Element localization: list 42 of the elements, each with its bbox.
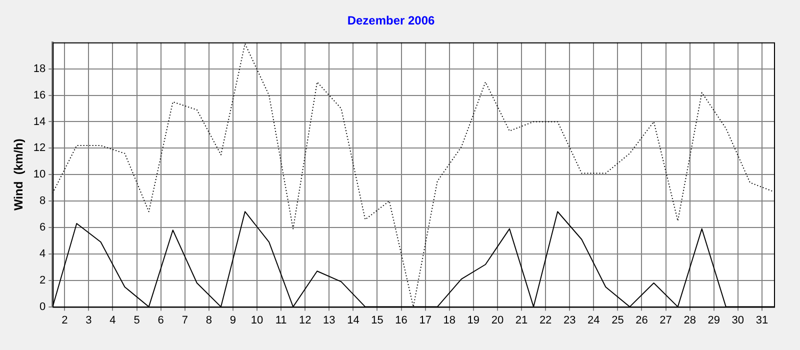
x-tick-label: 17 bbox=[419, 314, 432, 326]
x-tick-label: 27 bbox=[660, 314, 672, 326]
x-tick-label: 28 bbox=[684, 314, 696, 326]
x-tick-label: 26 bbox=[636, 314, 648, 326]
x-tick-label: 25 bbox=[612, 314, 624, 326]
y-tick-label: 14 bbox=[33, 116, 46, 128]
chart-title: Dezember 2006 bbox=[347, 14, 436, 28]
x-tick-label: 16 bbox=[395, 314, 408, 326]
x-tick-label: 3 bbox=[86, 314, 92, 326]
y-tick-label: 0 bbox=[40, 300, 46, 313]
x-tick-label: 4 bbox=[110, 314, 116, 326]
y-tick-label: 6 bbox=[40, 222, 46, 234]
x-tick-label: 22 bbox=[539, 314, 552, 326]
x-tick-label: 19 bbox=[467, 314, 480, 326]
y-tick-label: 10 bbox=[33, 168, 46, 181]
x-tick-label: 7 bbox=[182, 314, 188, 326]
y-tick-label: 8 bbox=[40, 195, 46, 208]
x-tick-label: 2 bbox=[62, 314, 68, 326]
x-tick-label: 10 bbox=[250, 314, 264, 326]
x-tick-label: 24 bbox=[588, 314, 600, 326]
x-tick-label: 11 bbox=[275, 314, 287, 326]
x-tick-label: 8 bbox=[206, 314, 212, 326]
x-tick-label: 31 bbox=[756, 314, 768, 326]
x-tick-label: 12 bbox=[298, 314, 312, 326]
x-tick-label: 14 bbox=[347, 314, 360, 326]
x-tick-label: 6 bbox=[158, 314, 164, 326]
x-tick-label: 5 bbox=[134, 314, 140, 326]
x-tick-label: 18 bbox=[443, 314, 456, 326]
x-tick-label: 13 bbox=[323, 314, 336, 326]
x-tick-label: 15 bbox=[371, 314, 384, 326]
x-tick-label: 20 bbox=[491, 314, 504, 326]
y-tick-label: 18 bbox=[33, 62, 46, 75]
y-tick-label: 12 bbox=[33, 142, 46, 154]
x-tick-label: 21 bbox=[515, 314, 528, 326]
x-tick-label: 9 bbox=[230, 314, 236, 326]
y-tick-label: 16 bbox=[33, 89, 46, 102]
y-tick-label: 4 bbox=[40, 248, 46, 260]
x-tick-label: 30 bbox=[732, 314, 744, 326]
x-tick-label: 23 bbox=[563, 314, 576, 326]
y-axis-title: Wind (km/h) bbox=[12, 138, 26, 211]
y-tick-label: 2 bbox=[40, 274, 46, 286]
x-tick-label: 29 bbox=[708, 314, 720, 326]
